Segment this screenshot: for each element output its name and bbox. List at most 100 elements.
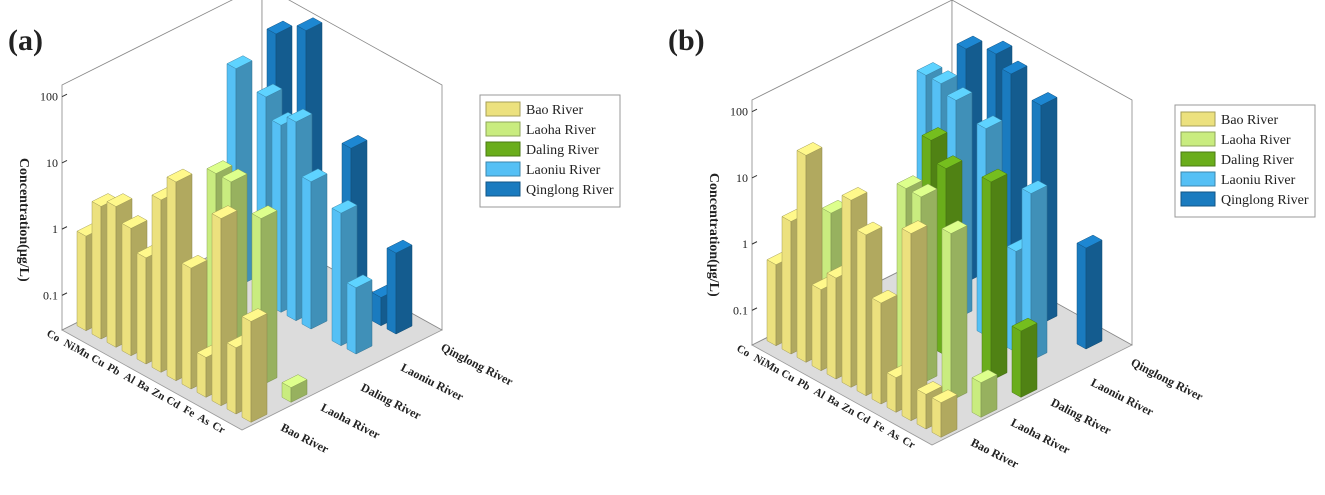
bar-top [226, 55, 253, 69]
bar-top [796, 142, 823, 156]
panel-label: (a) [8, 24, 43, 57]
bar-front [781, 216, 792, 355]
legend-swatch [1180, 171, 1216, 187]
bar-top [931, 389, 958, 403]
panel-label: (b) [668, 24, 705, 57]
z-tick [751, 108, 758, 113]
z-axis-title: Concentration(μg/L) [706, 173, 721, 297]
bar-front [196, 352, 207, 398]
bar-front [91, 201, 102, 340]
x-tick-label: Cr [210, 420, 227, 437]
bar-top [341, 135, 368, 149]
z-tick [751, 241, 758, 245]
bar-side [310, 173, 328, 330]
bar [941, 220, 968, 402]
bar-top [916, 62, 943, 76]
legend-swatch [485, 161, 521, 177]
bar-top [901, 220, 928, 234]
bar-top [896, 175, 923, 189]
bar-top [301, 168, 328, 183]
bar-top [241, 308, 268, 322]
bar-top [211, 205, 238, 219]
legend-swatch [1180, 151, 1216, 167]
bar-top [976, 115, 1003, 129]
bar-side [395, 244, 413, 335]
legend: Bao River Laoha River Daling River Laoniu R… [479, 94, 621, 208]
bar-front [1011, 325, 1022, 398]
bar-top [946, 87, 973, 101]
x-tick-label: Co [44, 328, 62, 345]
bar-top [296, 17, 323, 31]
legend-swatch [485, 121, 521, 137]
bar-top [281, 374, 308, 388]
legend-label: Qinglong River [526, 183, 614, 198]
bar-top [871, 289, 898, 304]
z-axis-title: Concentration(μg/L) [16, 158, 31, 282]
legend-label: Bao River [526, 103, 583, 118]
legend-label: Laoniu River [526, 163, 601, 178]
bar-top [1001, 60, 1028, 75]
legend-swatch [485, 181, 521, 197]
bar-top [931, 70, 958, 84]
bar-front [286, 116, 297, 322]
y-tick-label: Bao River [279, 420, 332, 456]
x-tick-label: Zn [149, 386, 167, 403]
panel: 0.1110100Concentration(μg/L)(a)CoNiMnCuP… [8, 0, 621, 456]
legend-swatch [1180, 131, 1216, 147]
y-tick-label: Qinglong River [1129, 355, 1206, 404]
bar [241, 308, 268, 423]
bar-top [856, 221, 883, 236]
bar-front [121, 222, 132, 357]
legend-label: Bao River [1221, 113, 1278, 128]
bar-side [250, 313, 268, 423]
bar-front [766, 259, 777, 347]
bar-side [1020, 322, 1038, 398]
bar [931, 389, 958, 438]
legend-label: Laoha River [526, 123, 596, 138]
x-tick-label: Al [811, 386, 827, 402]
bar-front [331, 207, 342, 347]
bar-top [921, 127, 948, 141]
bar-side [990, 173, 1008, 382]
bar-front [941, 228, 952, 402]
bar-front [871, 297, 882, 405]
z-tick [751, 174, 758, 179]
bar-front [901, 228, 912, 422]
x-tick-label: Cu [779, 367, 797, 384]
bar-front [211, 213, 222, 407]
z-tick-label: 100 [40, 90, 58, 104]
z-tick [61, 159, 68, 164]
z-tick-label: 1 [742, 237, 748, 251]
bar-front [931, 397, 942, 438]
legend-label: Daling River [526, 143, 599, 158]
legend-label: Qinglong River [1221, 193, 1309, 208]
bar [1011, 317, 1038, 398]
bar-side [355, 279, 373, 355]
bar-top [121, 215, 148, 229]
y-tick-label: Laoniu River [1089, 375, 1157, 419]
legend-label: Laoha River [1221, 133, 1291, 148]
bar-front [981, 176, 992, 382]
bar-front [796, 149, 807, 363]
z-tick [751, 307, 758, 311]
bar-top [166, 168, 193, 183]
bar-top [981, 168, 1008, 183]
bar-front [346, 282, 357, 355]
bar-top [1011, 317, 1038, 332]
z-tick-label: 10 [46, 156, 58, 170]
bar [871, 289, 898, 405]
bar-side [1085, 239, 1103, 350]
legend-swatch [485, 141, 521, 157]
bar-top [956, 35, 983, 50]
y-tick-label: Qinglong River [439, 340, 516, 389]
x-tick-label: Cd [164, 394, 182, 411]
bar-top [106, 193, 133, 207]
z-tick [61, 93, 68, 98]
x-tick-label: Co [734, 343, 752, 360]
bar-top [286, 108, 313, 123]
legend-swatch [1180, 191, 1216, 207]
y-tick-label: Daling River [359, 380, 424, 423]
bar-top [936, 155, 963, 169]
y-tick-label: Daling River [1049, 395, 1114, 438]
legend: Bao River Laoha River Daling River Laoniu R… [1174, 104, 1316, 218]
